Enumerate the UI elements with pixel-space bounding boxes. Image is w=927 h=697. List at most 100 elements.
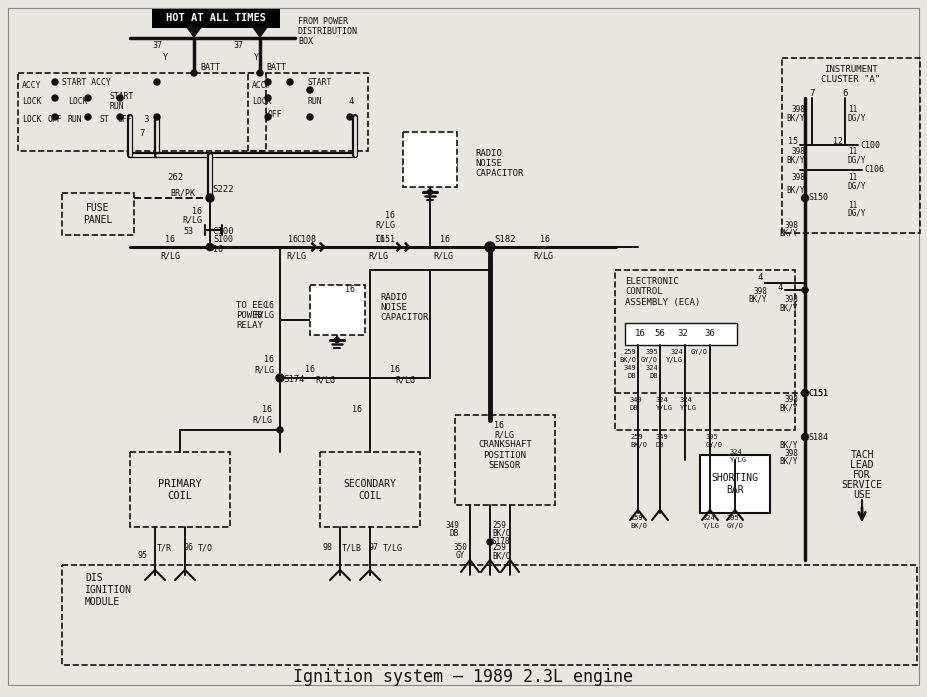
Circle shape <box>335 337 339 342</box>
Text: 324: 324 <box>730 449 743 455</box>
Text: LEAD: LEAD <box>850 460 874 470</box>
Text: Y/LG: Y/LG <box>666 357 683 363</box>
Circle shape <box>802 390 808 397</box>
Text: 16: 16 <box>352 406 362 415</box>
Text: R/LG: R/LG <box>160 252 180 261</box>
Text: R/LG: R/LG <box>315 376 335 385</box>
Text: BK/Y: BK/Y <box>780 404 798 413</box>
Circle shape <box>206 194 214 202</box>
Bar <box>153 10 279 27</box>
Text: 16: 16 <box>264 355 274 365</box>
Bar <box>700 455 770 513</box>
Text: 324: 324 <box>670 349 683 355</box>
Text: Y: Y <box>162 52 168 61</box>
Text: GY: GY <box>455 551 464 560</box>
Bar <box>130 452 230 527</box>
Text: DG/Y: DG/Y <box>848 208 867 217</box>
Text: 37: 37 <box>233 40 243 49</box>
Text: OFF: OFF <box>48 115 63 124</box>
Circle shape <box>117 95 123 101</box>
Text: C100: C100 <box>860 141 880 149</box>
Text: T/R: T/R <box>157 544 172 553</box>
Text: POWER: POWER <box>236 310 263 319</box>
Text: BK/O: BK/O <box>492 551 511 560</box>
Text: 259: 259 <box>630 515 642 521</box>
Bar <box>625 323 737 345</box>
Text: BK/Y: BK/Y <box>780 441 798 450</box>
Text: BK/Y: BK/Y <box>748 295 767 303</box>
Text: BK/Y: BK/Y <box>786 155 805 164</box>
Text: START: START <box>308 78 333 87</box>
Text: Y/LG: Y/LG <box>680 405 697 411</box>
Text: BK/O: BK/O <box>630 523 647 529</box>
Text: 16: 16 <box>385 210 395 220</box>
Text: GY/O: GY/O <box>706 442 723 448</box>
Text: 16: 16 <box>635 330 645 339</box>
Bar <box>62 193 134 235</box>
Text: OFF: OFF <box>118 115 133 124</box>
Text: 16: 16 <box>494 420 504 429</box>
Text: CAPACITOR: CAPACITOR <box>475 169 524 178</box>
Text: DB: DB <box>628 373 636 379</box>
Text: ACCY: ACCY <box>252 81 272 90</box>
Text: R/LG: R/LG <box>533 252 553 261</box>
Circle shape <box>191 70 197 76</box>
Text: BK/Y: BK/Y <box>780 229 798 238</box>
Text: LOCK: LOCK <box>68 97 87 106</box>
Text: S184: S184 <box>808 433 828 441</box>
Text: GY/O: GY/O <box>691 349 708 355</box>
Text: BR/PK: BR/PK <box>170 188 195 197</box>
Text: DG/Y: DG/Y <box>848 181 867 190</box>
Text: 37: 37 <box>152 40 162 49</box>
Text: 16: 16 <box>540 236 550 245</box>
Text: FUSE
PANEL: FUSE PANEL <box>83 204 113 225</box>
Text: R/LG: R/LG <box>375 220 395 229</box>
Text: BK/Y: BK/Y <box>786 114 805 123</box>
Text: 398: 398 <box>791 174 805 183</box>
Text: ASSEMBLY (ECA): ASSEMBLY (ECA) <box>625 298 700 307</box>
Text: 32: 32 <box>678 330 689 339</box>
Text: 398: 398 <box>791 148 805 157</box>
Text: ACCY: ACCY <box>22 81 42 90</box>
Text: USE: USE <box>853 490 870 500</box>
Text: 95: 95 <box>138 551 148 560</box>
Text: R/LG: R/LG <box>254 365 274 374</box>
Circle shape <box>347 114 353 120</box>
Text: 4: 4 <box>757 273 763 282</box>
Text: BK/Y: BK/Y <box>780 457 798 466</box>
Text: Y: Y <box>253 52 259 61</box>
Text: 96: 96 <box>184 544 194 553</box>
Text: 11: 11 <box>848 105 857 114</box>
Text: 11: 11 <box>848 174 857 183</box>
Text: 6: 6 <box>843 89 847 98</box>
Text: FOR: FOR <box>853 470 870 480</box>
Circle shape <box>802 287 808 293</box>
Text: S182: S182 <box>494 236 515 245</box>
Text: 3: 3 <box>143 115 148 124</box>
Text: 16: 16 <box>288 236 298 245</box>
Bar <box>782 58 920 233</box>
Text: R/LG: R/LG <box>286 252 306 261</box>
Text: DIS
IGNITION
MODULE: DIS IGNITION MODULE <box>85 574 132 606</box>
Circle shape <box>257 70 263 76</box>
Text: HOT AT ALL TIMES: HOT AT ALL TIMES <box>166 13 266 23</box>
Circle shape <box>117 114 123 120</box>
Bar <box>403 132 457 187</box>
Text: BATT: BATT <box>200 63 220 72</box>
Text: 16: 16 <box>165 236 175 245</box>
Text: S222: S222 <box>212 185 234 194</box>
Text: CRANKSHAFT
POSITION
SENSOR: CRANKSHAFT POSITION SENSOR <box>478 440 532 470</box>
Text: Y/LG: Y/LG <box>703 523 720 529</box>
Text: BK/Y: BK/Y <box>786 185 805 194</box>
Text: CAPACITOR: CAPACITOR <box>380 314 428 323</box>
Text: 16: 16 <box>262 406 272 415</box>
Text: C151: C151 <box>808 388 828 397</box>
Text: ELECTRONIC: ELECTRONIC <box>625 277 679 286</box>
Text: C151: C151 <box>808 388 828 397</box>
Text: 398: 398 <box>784 296 798 305</box>
Text: GY/O: GY/O <box>727 523 744 529</box>
Text: TO EEC: TO EEC <box>236 300 268 309</box>
Circle shape <box>52 114 58 120</box>
Text: S150: S150 <box>808 194 828 203</box>
Text: S174: S174 <box>283 376 304 385</box>
